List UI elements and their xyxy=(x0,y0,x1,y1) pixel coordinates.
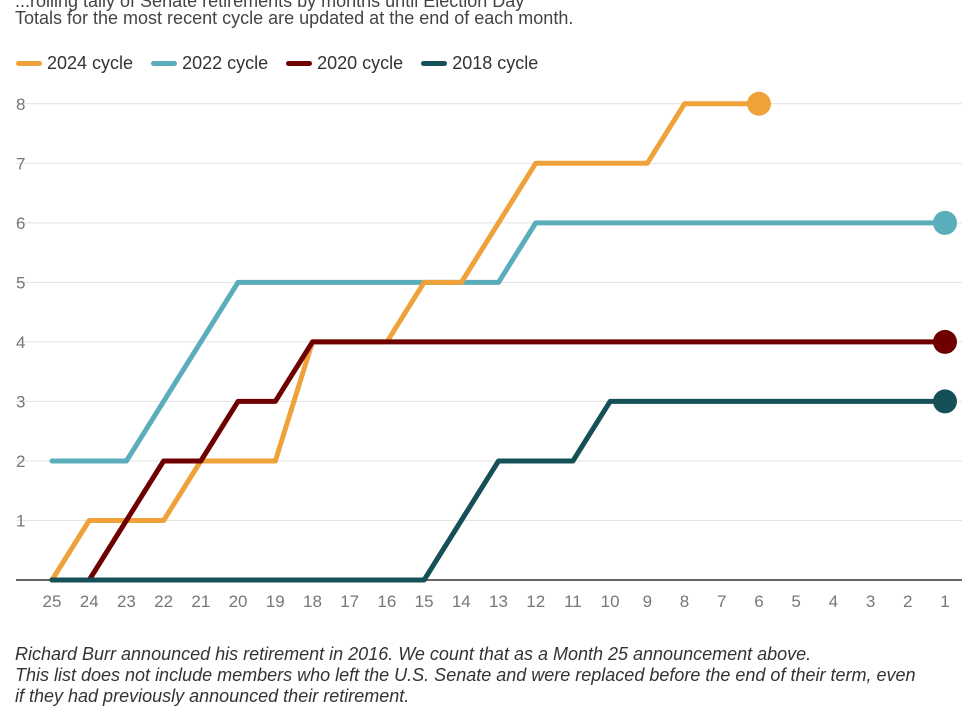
y-tick-label: 5 xyxy=(16,273,25,292)
y-tick-label: 8 xyxy=(16,95,25,114)
legend-swatch xyxy=(421,61,448,66)
x-tick-label: 6 xyxy=(754,592,763,611)
legend-swatch xyxy=(151,61,178,66)
series-line xyxy=(49,101,762,583)
series-line xyxy=(49,339,948,583)
x-tick-label: 19 xyxy=(266,592,285,611)
legend-label: 2020 cycle xyxy=(317,53,404,73)
series-lines xyxy=(49,101,948,583)
series-endpoint-marker xyxy=(933,329,957,354)
chart-title: ...rolling tally of Senate retirements b… xyxy=(15,0,525,11)
x-tick-label: 24 xyxy=(80,592,99,611)
y-axis-ticks: 1 2 3 4 5 6 7 8 xyxy=(16,95,25,531)
x-tick-label: 22 xyxy=(154,592,173,611)
legend-item-2022: 2022 cycle xyxy=(151,53,268,74)
legend-label: 2018 cycle xyxy=(452,53,539,73)
series-endpoint-marker xyxy=(933,210,957,235)
x-tick-label: 21 xyxy=(191,592,210,611)
y-tick-label: 6 xyxy=(16,214,25,233)
series-line xyxy=(49,220,948,464)
series-endpoint-marker xyxy=(746,91,771,116)
x-tick-label: 18 xyxy=(303,592,322,611)
legend-swatch xyxy=(286,61,313,66)
x-tick-label: 16 xyxy=(377,592,396,611)
x-tick-label: 20 xyxy=(229,592,248,611)
x-tick-label: 25 xyxy=(43,592,62,611)
y-tick-label: 1 xyxy=(16,511,25,530)
x-tick-label: 10 xyxy=(601,592,620,611)
y-tick-label: 3 xyxy=(16,392,25,411)
x-tick-label: 4 xyxy=(829,592,838,611)
x-tick-label: 23 xyxy=(117,592,136,611)
legend-item-2024: 2024 cycle xyxy=(16,53,133,74)
series-endpoint-marker xyxy=(933,389,957,414)
series-line xyxy=(49,398,948,583)
legend-label: 2022 cycle xyxy=(182,53,269,73)
x-tick-label: 17 xyxy=(340,592,359,611)
x-tick-label: 7 xyxy=(717,592,726,611)
series-endpoints xyxy=(746,91,957,414)
note-line: This list does not include members who l… xyxy=(15,665,916,685)
x-tick-label: 8 xyxy=(680,592,689,611)
x-axis-ticks: 25 24 23 22 21 20 19 18 17 16 15 14 13 12 11 10 9 8 7 6 5 4 3 2… xyxy=(43,592,950,611)
note-line: if they had previously announced their r… xyxy=(15,686,410,706)
x-tick-label: 13 xyxy=(489,592,508,611)
chart-subtitle: Totals for the most recent cycle are upd… xyxy=(15,8,574,28)
legend-item-2020: 2020 cycle xyxy=(286,53,403,74)
x-tick-label: 11 xyxy=(564,592,582,611)
x-tick-label: 1 xyxy=(940,592,949,611)
y-tick-label: 2 xyxy=(16,452,25,471)
chart-legend: 2024 cycle 2022 cycle 2020 cycle 2018 cy… xyxy=(16,53,538,74)
y-tick-label: 4 xyxy=(16,333,25,352)
legend-swatch xyxy=(16,61,42,66)
legend-item-2018: 2018 cycle xyxy=(421,53,538,74)
x-tick-label: 14 xyxy=(452,592,471,611)
x-tick-label: 3 xyxy=(866,592,875,611)
legend-label: 2024 cycle xyxy=(47,53,134,73)
note-line: Richard Burr announced his retirement in… xyxy=(15,644,812,664)
x-tick-label: 5 xyxy=(791,592,800,611)
y-tick-label: 7 xyxy=(16,154,25,173)
x-tick-label: 2 xyxy=(903,592,912,611)
x-tick-label: 12 xyxy=(526,592,545,611)
x-tick-label: 9 xyxy=(643,592,652,611)
x-tick-label: 15 xyxy=(415,592,434,611)
chart-notes: Richard Burr announced his retirement in… xyxy=(15,644,916,707)
